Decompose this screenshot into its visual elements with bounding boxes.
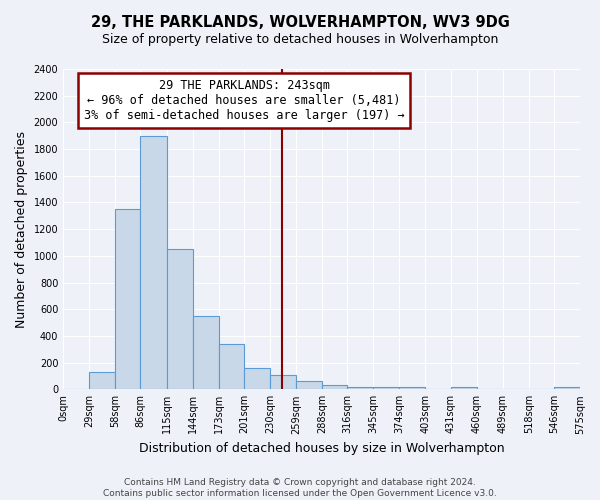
Bar — [167, 249, 193, 390]
Text: 29, THE PARKLANDS, WOLVERHAMPTON, WV3 9DG: 29, THE PARKLANDS, WOLVERHAMPTON, WV3 9D… — [91, 15, 509, 30]
Text: 29 THE PARKLANDS: 243sqm
← 96% of detached houses are smaller (5,481)
3% of semi: 29 THE PARKLANDS: 243sqm ← 96% of detach… — [84, 78, 404, 122]
Bar — [140, 136, 167, 390]
Bar — [115, 209, 140, 390]
Bar — [451, 388, 476, 390]
Bar — [400, 388, 425, 390]
Bar — [218, 344, 244, 390]
Y-axis label: Number of detached properties: Number of detached properties — [15, 130, 28, 328]
Text: Size of property relative to detached houses in Wolverhampton: Size of property relative to detached ho… — [102, 32, 498, 46]
Bar — [270, 374, 296, 390]
Bar — [296, 382, 322, 390]
Bar — [554, 386, 580, 390]
Bar — [322, 386, 347, 390]
X-axis label: Distribution of detached houses by size in Wolverhampton: Distribution of detached houses by size … — [139, 442, 505, 455]
Text: Contains HM Land Registry data © Crown copyright and database right 2024.
Contai: Contains HM Land Registry data © Crown c… — [103, 478, 497, 498]
Bar — [193, 316, 218, 390]
Bar — [244, 368, 270, 390]
Bar — [89, 372, 115, 390]
Bar — [373, 388, 400, 390]
Bar — [347, 386, 373, 390]
